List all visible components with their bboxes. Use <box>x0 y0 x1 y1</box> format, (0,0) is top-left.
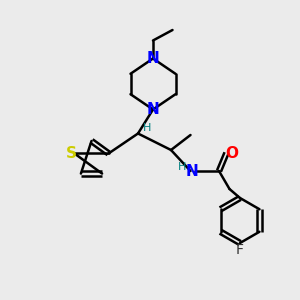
Text: H: H <box>178 162 187 172</box>
Text: N: N <box>147 102 159 117</box>
Text: H: H <box>143 123 151 133</box>
Text: N: N <box>147 51 159 66</box>
Text: F: F <box>236 243 244 256</box>
Text: N: N <box>186 164 198 178</box>
Text: O: O <box>225 146 239 160</box>
Text: S: S <box>66 146 77 161</box>
